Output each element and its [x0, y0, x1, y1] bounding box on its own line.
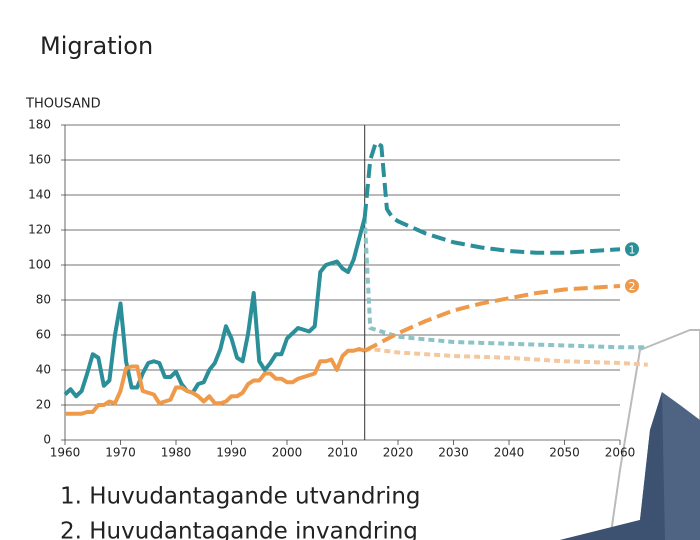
y-tick-label: 140 — [28, 188, 51, 202]
y-tick-label: 160 — [28, 153, 51, 167]
y-tick-label: 80 — [36, 293, 51, 307]
y-tick-label: 40 — [36, 363, 51, 377]
series-end-label: 1 — [629, 243, 636, 256]
chart-title: Migration — [40, 32, 153, 60]
y-tick-label: 120 — [28, 223, 51, 237]
y-tick-label: 100 — [28, 258, 51, 272]
y-tick-label: 180 — [28, 118, 51, 132]
x-tick-label: 1980 — [161, 446, 192, 460]
x-tick-label: 2030 — [438, 446, 469, 460]
x-tick-label: 1990 — [216, 446, 247, 460]
chart: Migration THOUSAND 1. Huvudantagande utv… — [0, 0, 700, 540]
y-tick-label: 60 — [36, 328, 51, 342]
x-tick-label: 1970 — [105, 446, 136, 460]
legend-entry: 2. Huvudantagande invandring — [60, 519, 418, 540]
x-tick-label: 2050 — [549, 446, 580, 460]
x-tick-label: 1960 — [50, 446, 81, 460]
x-tick-label: 2040 — [494, 446, 525, 460]
legend-entry: 1. Huvudantagande utvandring — [60, 484, 421, 510]
y-axis-label: THOUSAND — [25, 97, 101, 112]
x-tick-label: 2000 — [272, 446, 303, 460]
y-tick-label: 0 — [43, 433, 51, 447]
series-end-label: 2 — [629, 280, 636, 293]
series-line — [365, 143, 620, 253]
x-tick-label: 2020 — [383, 446, 414, 460]
y-tick-label: 20 — [36, 398, 51, 412]
series-line — [365, 349, 648, 365]
x-tick-label: 2010 — [327, 446, 358, 460]
series-line — [365, 286, 620, 351]
series-line — [65, 218, 365, 397]
x-tick-label: 2060 — [605, 446, 636, 460]
